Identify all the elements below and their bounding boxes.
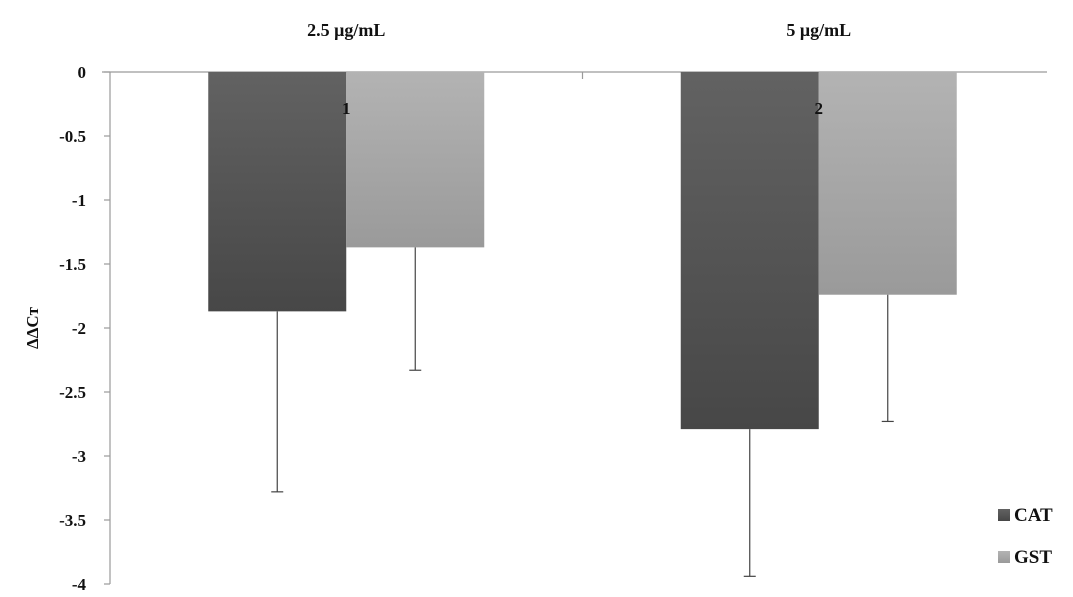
bars-layer — [208, 72, 957, 430]
bar-gst-2 — [818, 72, 957, 295]
bar-number-label: 2 — [815, 99, 824, 118]
y-tick-label: -3 — [72, 447, 86, 466]
y-tick-label: 0 — [78, 63, 87, 82]
legend-label-gst: GST — [1014, 547, 1052, 568]
bar-cat-2 — [680, 72, 819, 430]
labels-layer: 0 -0.5 -1 -1.5 -2 -2.5 -3 -3.5 -4 ΔΔCт 2.5 μg/mL 1 5… — [23, 20, 851, 594]
legend: CAT GST — [998, 505, 1053, 568]
legend-label-cat: CAT — [1014, 505, 1053, 526]
legend-swatch-gst — [998, 551, 1010, 563]
y-axis-label: ΔΔCт — [23, 306, 42, 349]
bar-number-label: 1 — [342, 99, 351, 118]
category-label: 5 μg/mL — [786, 20, 851, 40]
bar-gst-1 — [346, 72, 485, 248]
y-tick-label: -1 — [72, 191, 86, 210]
y-tick-label: -3.5 — [59, 511, 86, 530]
y-tick-label: -2.5 — [59, 383, 86, 402]
bar-cat-1 — [208, 72, 347, 312]
legend-swatch-cat — [998, 509, 1010, 521]
y-tick-label: -2 — [72, 319, 86, 338]
error-bars-layer — [271, 247, 894, 577]
category-label: 2.5 μg/mL — [307, 20, 385, 40]
y-tick-label: -1.5 — [59, 255, 86, 274]
y-tick-label: -4 — [72, 575, 87, 592]
y-tick-label: -0.5 — [59, 127, 86, 146]
